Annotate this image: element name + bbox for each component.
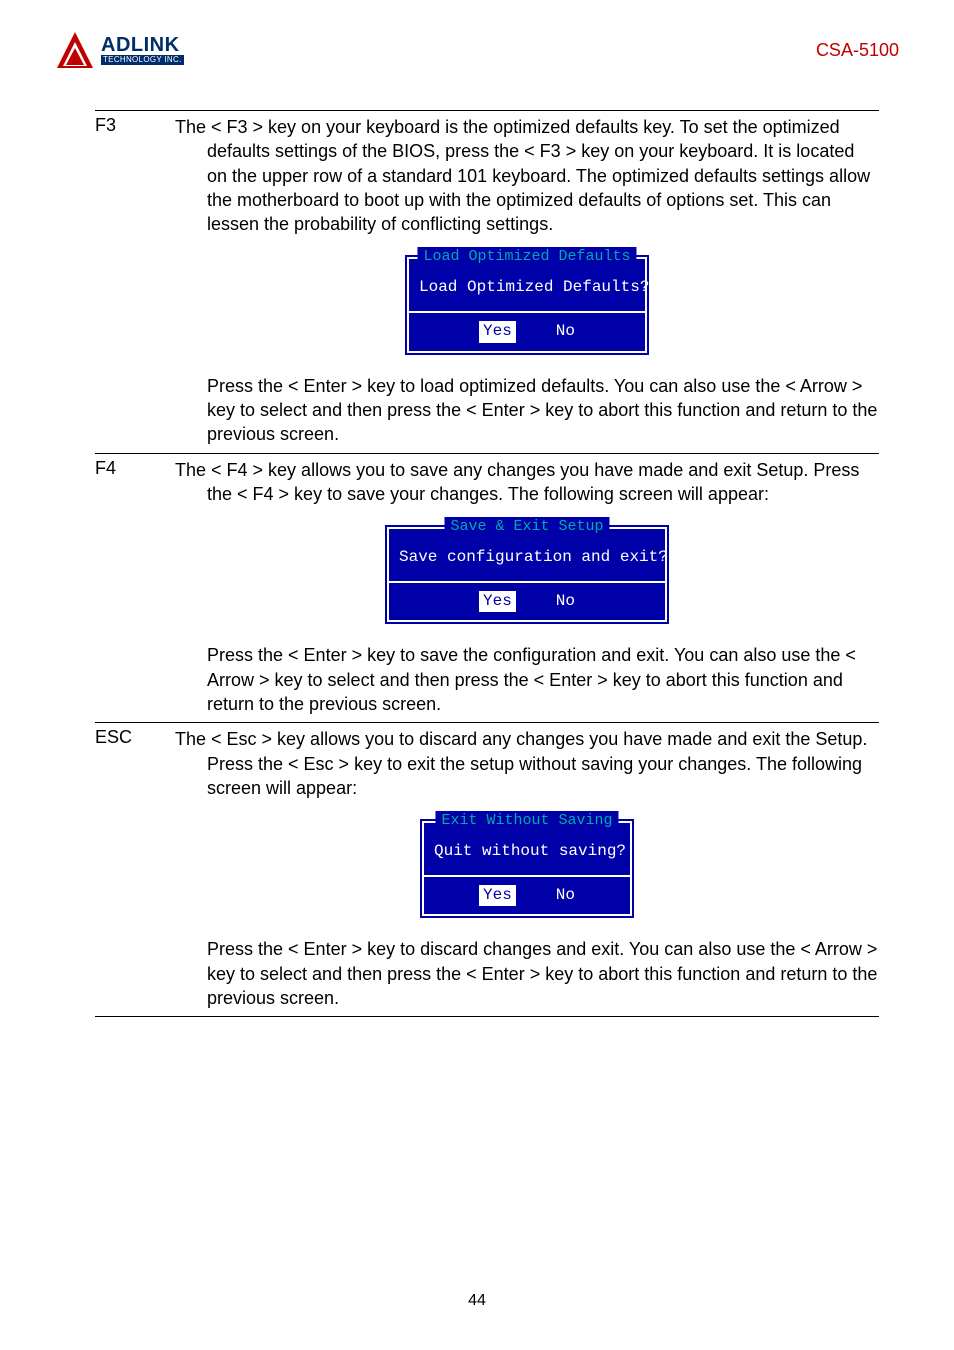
description-paragraph: The < F3 > key on your keyboard is the o…: [175, 115, 879, 236]
bios-no-option: No: [556, 885, 575, 907]
key-table: F3 The < F3 > key on your keyboard is th…: [95, 110, 879, 1017]
key-label: F4: [95, 453, 175, 723]
description-paragraph: The < Esc > key allows you to discard an…: [175, 727, 879, 800]
key-label: F3: [95, 111, 175, 454]
key-description: The < F4 > key allows you to save any ch…: [175, 453, 879, 723]
key-description: The < Esc > key allows you to discard an…: [175, 723, 879, 1017]
description-paragraph-after: Press the < Enter > key to load optimize…: [175, 374, 879, 447]
table-row: ESC The < Esc > key allows you to discar…: [95, 723, 879, 1017]
page-header: ADLINK TECHNOLOGY INC. CSA-5100: [55, 30, 899, 70]
key-description: The < F3 > key on your keyboard is the o…: [175, 111, 879, 454]
description-paragraph: The < F4 > key allows you to save any ch…: [175, 458, 879, 507]
bios-dialog-title: Exit Without Saving: [435, 811, 618, 831]
content-area: F3 The < F3 > key on your keyboard is th…: [95, 110, 879, 1017]
bios-dialog: Save & Exit Setup Save configuration and…: [382, 522, 672, 627]
document-id: CSA-5100: [816, 40, 899, 61]
logo-name: ADLINK: [101, 35, 184, 55]
bios-frame: Load Optimized Defaults Load Optimized D…: [407, 257, 647, 352]
bios-dialog: Load Optimized Defaults Load Optimized D…: [402, 252, 652, 357]
description-paragraph-after: Press the < Enter > key to discard chang…: [175, 937, 879, 1010]
table-row: F4 The < F4 > key allows you to save any…: [95, 453, 879, 723]
bios-frame: Save & Exit Setup Save configuration and…: [387, 527, 667, 622]
table-row: F3 The < F3 > key on your keyboard is th…: [95, 111, 879, 454]
bios-yes-option: Yes: [479, 885, 516, 907]
bios-no-option: No: [556, 591, 575, 613]
logo-text: ADLINK TECHNOLOGY INC.: [101, 35, 184, 65]
logo-subtitle: TECHNOLOGY INC.: [101, 55, 184, 65]
bios-frame: Exit Without Saving Quit without saving?…: [422, 821, 632, 916]
key-label: ESC: [95, 723, 175, 1017]
bios-dialog-footer: Yes No: [424, 875, 630, 915]
bios-dialog-footer: Yes No: [389, 581, 665, 621]
bios-dialog: Exit Without Saving Quit without saving?…: [417, 816, 637, 921]
page-number: 44: [0, 1292, 954, 1310]
description-paragraph-after: Press the < Enter > key to save the conf…: [175, 643, 879, 716]
bios-no-option: No: [556, 321, 575, 343]
logo: ADLINK TECHNOLOGY INC.: [55, 30, 184, 70]
bios-dialog-title: Load Optimized Defaults: [417, 247, 636, 267]
adlink-logo-icon: [55, 30, 95, 70]
bios-yes-option: Yes: [479, 591, 516, 613]
bios-dialog-footer: Yes No: [409, 311, 645, 351]
bios-dialog-title: Save & Exit Setup: [444, 517, 609, 537]
bios-yes-option: Yes: [479, 321, 516, 343]
